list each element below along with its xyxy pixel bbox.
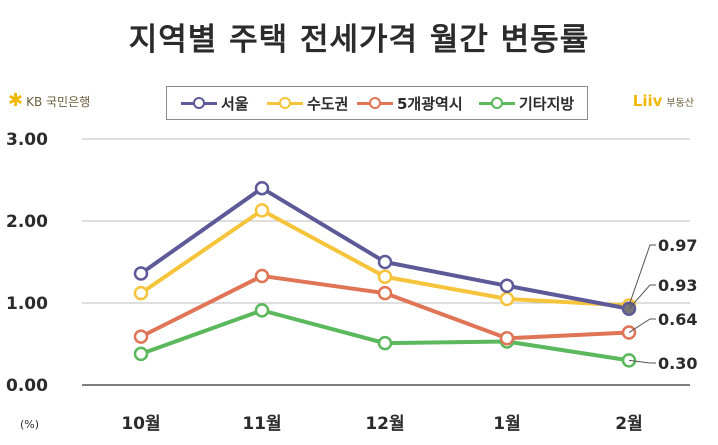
liiv-logo-text: 부동산	[666, 97, 694, 109]
data-point	[499, 291, 515, 307]
data-label: 0.97	[658, 236, 697, 255]
data-point	[133, 266, 149, 281]
legend-swatch	[479, 97, 515, 109]
data-point	[377, 269, 393, 285]
legend-label: 기타지방	[519, 94, 575, 113]
x-tick-label: 2월	[615, 414, 642, 434]
data-point	[254, 203, 270, 218]
legend-item: 5개광역시	[357, 87, 463, 119]
legend-swatch	[181, 97, 217, 109]
data-point	[377, 285, 393, 301]
data-label-leader	[628, 318, 656, 333]
data-point	[133, 329, 149, 344]
legend-swatch	[357, 97, 393, 109]
unit-label: (%)	[20, 418, 39, 431]
legend-swatch	[267, 97, 303, 109]
legend-label: 서울	[221, 94, 249, 113]
kb-logo: ✱ KB 국민은행	[8, 92, 90, 110]
x-tick-label: 11월	[242, 414, 281, 434]
y-tick-label: 3.00	[6, 130, 48, 150]
x-tick-label: 10월	[121, 414, 160, 434]
data-label-leader	[628, 244, 656, 306]
legend-item: 서울	[181, 87, 249, 119]
chart-legend: 서울 수도권 5개광역시 기타지방	[166, 86, 588, 120]
legend-item: 기타지방	[479, 87, 574, 119]
data-point	[254, 180, 270, 196]
legend-item: 수도권	[267, 87, 348, 119]
data-point	[133, 285, 149, 301]
x-tick-label: 1월	[493, 414, 520, 434]
data-point	[133, 346, 149, 362]
kb-logo-text: KB 국민은행	[26, 94, 91, 109]
data-label: 0.93	[658, 276, 697, 295]
kb-star-icon: ✱	[8, 90, 24, 111]
data-point	[254, 268, 270, 284]
data-point	[254, 303, 270, 318]
data-label-leader	[628, 359, 656, 364]
data-point	[377, 254, 393, 270]
legend-label: 수도권	[307, 94, 349, 113]
legend-label: 5개광역시	[397, 94, 463, 113]
y-tick-label: 1.00	[6, 294, 48, 314]
data-label: 0.30	[658, 354, 697, 373]
chart-title: 지역별 주택 전세가격 월간 변동률	[128, 22, 590, 58]
data-point	[499, 278, 515, 294]
data-point	[377, 335, 393, 351]
liiv-logo: Liiv 부동산	[633, 92, 694, 110]
y-tick-label: 0.00	[6, 376, 48, 396]
liiv-logo-mark: Liiv	[632, 92, 663, 110]
data-label-leader	[628, 284, 656, 310]
data-label: 0.64	[658, 310, 697, 329]
x-tick-label: 12월	[365, 414, 404, 434]
data-point	[499, 331, 515, 346]
y-tick-label: 2.00	[6, 212, 48, 232]
